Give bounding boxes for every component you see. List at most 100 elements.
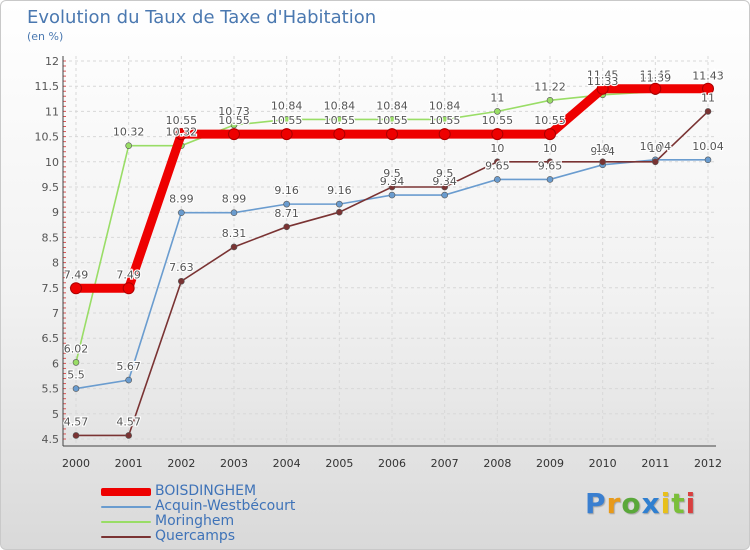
data-label: 10.04 bbox=[640, 140, 672, 153]
data-label: 10.55 bbox=[376, 114, 408, 127]
data-label: 9.34 bbox=[380, 175, 405, 188]
data-label: 10.84 bbox=[429, 99, 461, 112]
y-tick-label: 10 bbox=[45, 156, 59, 169]
data-label: 5.5 bbox=[67, 369, 85, 382]
data-point bbox=[280, 128, 293, 141]
y-tick-label: 7 bbox=[52, 307, 59, 320]
data-label: 10.55 bbox=[482, 114, 514, 127]
data-label: 11.45 bbox=[692, 69, 724, 82]
data-point bbox=[652, 158, 659, 166]
data-point bbox=[494, 108, 501, 115]
x-tick-label: 2000 bbox=[62, 457, 90, 470]
chart-subtitle: (en %) bbox=[27, 30, 64, 43]
x-tick-label: 2012 bbox=[694, 457, 722, 470]
data-label: 7.49 bbox=[64, 268, 89, 281]
data-point bbox=[125, 142, 132, 149]
data-label: 11.45 bbox=[587, 69, 619, 82]
data-label: 8.99 bbox=[169, 193, 194, 206]
data-point bbox=[599, 158, 606, 166]
data-label: 8.71 bbox=[274, 207, 299, 220]
proxiti-logo: Proxiti bbox=[585, 487, 696, 520]
x-tick-label: 2001 bbox=[115, 457, 143, 470]
legend-label: Quercamps bbox=[155, 528, 236, 544]
x-tick-label: 2007 bbox=[431, 457, 459, 470]
x-tick-label: 2009 bbox=[536, 457, 564, 470]
data-point bbox=[494, 176, 501, 183]
data-point bbox=[388, 191, 396, 199]
legend-label: BOISDINGHEM bbox=[155, 483, 257, 499]
y-tick-label: 5 bbox=[52, 408, 59, 421]
data-label: 10.32 bbox=[113, 126, 145, 139]
legend-swatch bbox=[101, 506, 151, 508]
data-label: 9.65 bbox=[485, 159, 510, 172]
data-point bbox=[70, 282, 82, 295]
legend-swatch bbox=[101, 521, 151, 523]
logo-letter: t bbox=[671, 487, 686, 520]
x-tick-label: 2005 bbox=[325, 457, 353, 470]
data-label: 7.49 bbox=[116, 268, 141, 281]
x-tick-label: 2006 bbox=[378, 457, 406, 470]
data-point bbox=[283, 223, 290, 231]
data-label: 10.73 bbox=[218, 105, 250, 118]
data-label: 10.84 bbox=[376, 99, 408, 112]
x-tick-label: 2002 bbox=[167, 457, 195, 470]
y-tick-label: 11.5 bbox=[35, 80, 60, 93]
data-label: 4.57 bbox=[64, 415, 89, 428]
y-tick-label: 11 bbox=[45, 105, 59, 118]
y-tick-label: 9 bbox=[52, 206, 59, 219]
data-point bbox=[125, 376, 132, 384]
y-tick-label: 6.5 bbox=[42, 332, 60, 345]
data-point bbox=[228, 128, 240, 141]
data-point bbox=[596, 82, 609, 95]
logo-letter: i bbox=[660, 487, 672, 520]
x-tick-label: 2011 bbox=[641, 457, 669, 470]
legend-label: Moringhem bbox=[155, 513, 235, 529]
data-point bbox=[178, 209, 185, 217]
logo-letter: x bbox=[641, 487, 661, 520]
data-point bbox=[704, 108, 712, 115]
data-label: 9.34 bbox=[432, 175, 457, 188]
data-point bbox=[491, 128, 504, 141]
x-tick-label: 2010 bbox=[589, 457, 617, 470]
y-tick-label: 8 bbox=[52, 257, 59, 270]
data-label: 9.5 bbox=[383, 167, 401, 180]
y-tick-label: 9.5 bbox=[42, 181, 60, 194]
data-label: 9.94 bbox=[590, 145, 615, 158]
y-tick-label: 4.5 bbox=[42, 433, 60, 446]
data-point bbox=[283, 116, 290, 123]
data-label: 8.31 bbox=[222, 227, 247, 240]
data-point bbox=[125, 432, 132, 439]
x-tick-label: 2008 bbox=[483, 457, 511, 470]
logo-letter: o bbox=[621, 487, 642, 520]
data-point bbox=[544, 128, 556, 141]
data-label: 11 bbox=[701, 91, 715, 104]
data-label: 10 bbox=[648, 142, 662, 155]
y-tick-label: 10.5 bbox=[35, 131, 60, 144]
data-label: 10.32 bbox=[166, 126, 198, 139]
data-point bbox=[72, 359, 80, 366]
data-point bbox=[230, 121, 238, 129]
data-point bbox=[72, 385, 80, 392]
data-label: 10 bbox=[543, 142, 557, 155]
y-tick-label: 5.5 bbox=[42, 383, 60, 396]
data-label: 9.65 bbox=[538, 159, 563, 172]
data-label: 5.67 bbox=[116, 360, 141, 373]
data-point bbox=[333, 128, 346, 141]
x-tick-label: 2003 bbox=[220, 457, 248, 470]
data-point bbox=[178, 277, 185, 285]
y-tick-label: 12 bbox=[45, 55, 59, 68]
data-point bbox=[388, 183, 396, 191]
data-point bbox=[441, 191, 448, 199]
data-point bbox=[704, 156, 712, 164]
legend-swatch bbox=[101, 536, 151, 538]
data-point bbox=[386, 128, 398, 141]
data-point bbox=[546, 176, 554, 183]
data-label: 10.55 bbox=[218, 114, 250, 127]
data-point bbox=[388, 116, 396, 123]
data-label: 10.04 bbox=[692, 140, 724, 153]
data-point bbox=[546, 97, 554, 104]
data-label: 10.55 bbox=[534, 114, 566, 127]
data-point bbox=[122, 282, 135, 295]
data-point bbox=[175, 128, 188, 141]
